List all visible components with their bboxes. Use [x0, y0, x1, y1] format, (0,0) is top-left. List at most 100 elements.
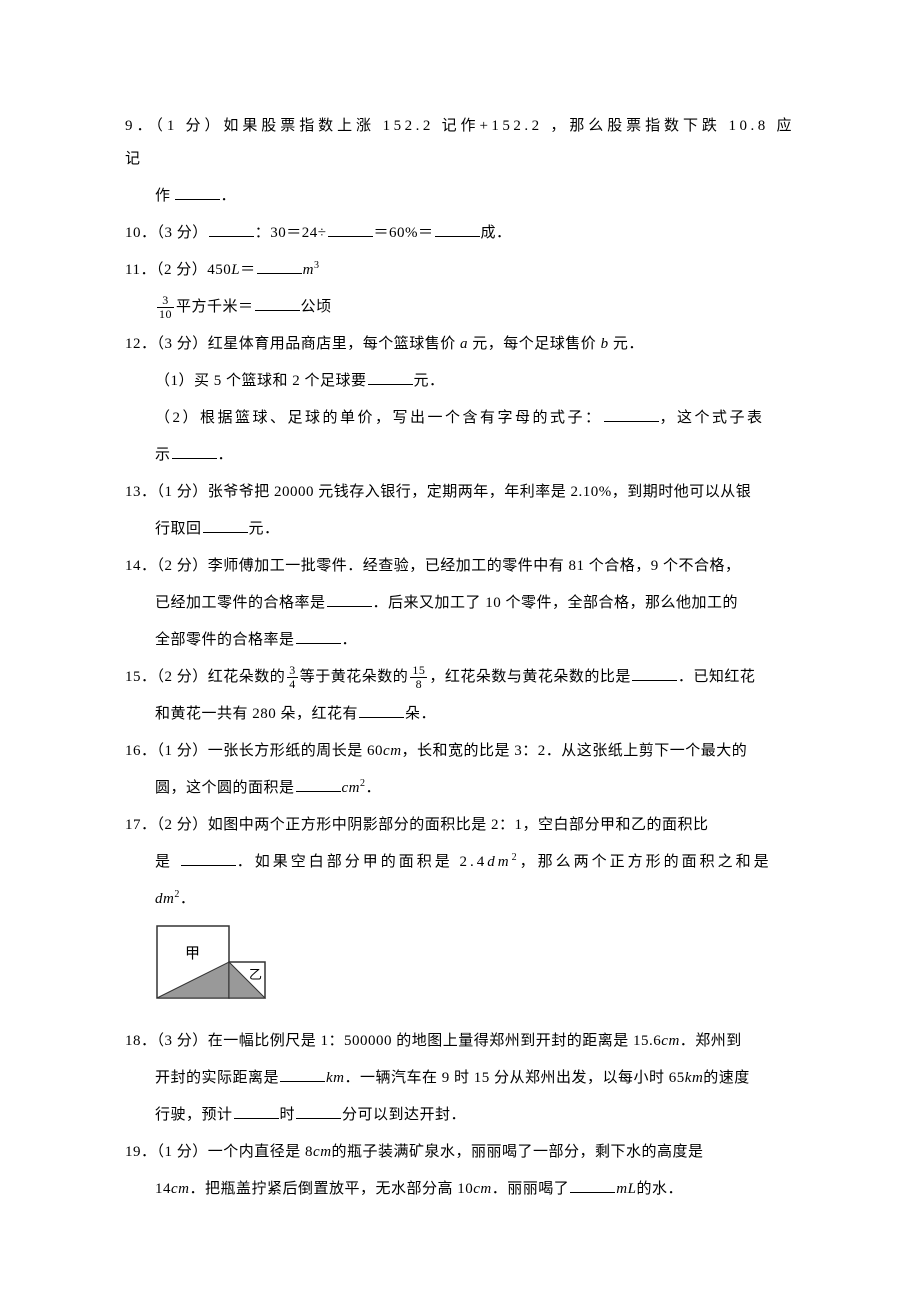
- q11-a: 450: [207, 262, 231, 278]
- unit-cm: cm: [313, 1144, 332, 1160]
- question-13: 13．（1 分）张爷爷把 20000 元钱存入银行，定期两年，年利率是 2.10…: [125, 476, 795, 509]
- blank: [181, 851, 236, 866]
- blank: [359, 703, 404, 718]
- blank: [604, 407, 659, 422]
- q10-num: 10: [125, 225, 141, 241]
- q17-c: ．如果空白部分甲的面积是 2.4: [237, 854, 488, 870]
- question-16-line2: 圆，这个圆的面积是cm2．: [125, 772, 795, 805]
- question-19: 19．（1 分）一个内直径是 8cm的瓶子装满矿泉水，丽丽喝了一部分，剩下水的高…: [125, 1136, 795, 1169]
- blank: [296, 1104, 341, 1119]
- q18-pts: （3 分）: [157, 1033, 208, 1049]
- q10-b: ＝60%＝: [374, 225, 434, 241]
- question-11-line2: 310平方千米＝公顷: [125, 291, 795, 324]
- q10-a: ：30＝24÷: [255, 225, 327, 241]
- blank: [327, 592, 372, 607]
- q16-b: ，长和宽的比是 3：2．从这张纸上剪下一个最大的: [402, 743, 748, 759]
- q18-b: ．郑州到: [680, 1033, 742, 1049]
- q13-num: 13: [125, 484, 141, 500]
- q17-e: ．: [180, 891, 196, 907]
- blank: [280, 1067, 325, 1082]
- blank: [209, 222, 254, 237]
- q19-e: ．丽丽喝了: [492, 1181, 570, 1197]
- q16-pts: （1 分）: [157, 743, 208, 759]
- blank: [203, 518, 248, 533]
- q11-pts: （2 分）: [156, 262, 207, 278]
- fraction: 34: [287, 664, 298, 691]
- q19-d: ．把瓶盖拧紧后倒置放平，无水部分高 10: [190, 1181, 474, 1197]
- question-12-p1: （1）买 5 个篮球和 2 个足球要元．: [125, 365, 795, 398]
- q19-a: 一个内直径是 8: [208, 1144, 313, 1160]
- blank: [328, 222, 373, 237]
- question-9-line2: 作．: [125, 180, 795, 213]
- fraction: 310: [157, 294, 174, 321]
- unit-cm2: cm: [171, 1181, 190, 1197]
- blank: [296, 777, 341, 792]
- q14-e: ．: [342, 632, 358, 648]
- q14-d: 全部零件的合格率是: [155, 632, 295, 648]
- two-squares-diagram: 甲 乙: [155, 924, 275, 1004]
- q16-c: 圆，这个圆的面积是: [155, 780, 295, 796]
- q15-a: 红花朵数的: [208, 669, 286, 685]
- q15-b: 等于黄花朵数的: [300, 669, 409, 685]
- q12-num: 12: [125, 336, 141, 352]
- q12-pts: （3 分）: [157, 336, 208, 352]
- q19-pts: （1 分）: [157, 1144, 208, 1160]
- q13-a: 张爷爷把 20000 元钱存入银行，定期两年，年利率是 2.10%，到期时他可以…: [208, 484, 752, 500]
- unit-ml: mL: [616, 1181, 636, 1197]
- q13-pts: （1 分）: [157, 484, 208, 500]
- q10-pts: （3 分）: [157, 225, 208, 241]
- q15-f: 朵．: [405, 706, 436, 722]
- unit-dm2: dm: [487, 854, 511, 870]
- q12-intro-a: 红星体育用品商店里，每个篮球售价: [208, 336, 460, 352]
- unit-cm2: cm: [342, 780, 361, 796]
- unit-km: km: [326, 1070, 345, 1086]
- q12-p2-c: 示: [155, 447, 171, 463]
- q10-c: 成．: [481, 225, 512, 241]
- blank: [296, 629, 341, 644]
- blank: [257, 259, 302, 274]
- question-14-line3: 全部零件的合格率是 ．: [125, 624, 795, 657]
- question-12-p2b: 示．: [125, 439, 795, 472]
- label-jia: 甲: [185, 946, 200, 962]
- unit-cm: cm: [661, 1033, 680, 1049]
- q11-eq: ＝: [240, 262, 256, 278]
- question-14: 14．（2 分）李师傅加工一批零件．经查验，已经加工的零件中有 81 个合格，9…: [125, 550, 795, 583]
- question-18-line2: 开封的实际距离是km．一辆汽车在 9 时 15 分从郑州出发，以每小时 65km…: [125, 1062, 795, 1095]
- question-15-line2: 和黄花一共有 280 朵，红花有 朵．: [125, 698, 795, 731]
- q18-f: 行驶，预计: [155, 1107, 233, 1123]
- q19-f: 的水．: [636, 1181, 683, 1197]
- question-12-p2: （2）根据篮球、足球的单价，写出一个含有字母的式子：，这个式子表: [125, 402, 795, 435]
- question-15: 15．（2 分）红花朵数的34等于黄花朵数的158，红花朵数与黄花朵数的比是．已…: [125, 661, 795, 694]
- unit-dm2b: dm: [155, 891, 174, 907]
- q15-num: 15: [125, 669, 141, 685]
- squared: 2: [512, 852, 520, 863]
- blank: [368, 370, 413, 385]
- q12-intro-c: 元．: [609, 336, 644, 352]
- question-17-line2: 是 ．如果空白部分甲的面积是 2.4dm2，那么两个正方形的面积之和是: [125, 846, 795, 879]
- q15-c: ，红花朵数与黄花朵数的比是: [429, 669, 631, 685]
- var-a: a: [460, 336, 468, 352]
- q17-pts: （2 分）: [157, 817, 208, 833]
- unit-cm: cm: [383, 743, 402, 759]
- q18-a: 在一幅比例尺是 1：500000 的地图上量得郑州到开封的距离是 15.6: [208, 1033, 662, 1049]
- q17-figure: 甲 乙: [155, 924, 795, 1017]
- question-13-line2: 行取回 元．: [125, 513, 795, 546]
- q13-b: 行取回: [155, 521, 202, 537]
- q16-a: 一张长方形纸的周长是 60: [208, 743, 383, 759]
- q12-p2-d: ．: [218, 447, 234, 463]
- q15-pts: （2 分）: [157, 669, 208, 685]
- q19-b: 的瓶子装满矿泉水，丽丽喝了一部分，剩下水的高度是: [332, 1144, 704, 1160]
- blank: [234, 1104, 279, 1119]
- q13-c: 元．: [249, 521, 280, 537]
- q9-end: ．: [221, 188, 240, 204]
- fraction: 158: [410, 664, 427, 691]
- question-9: 9．（1 分）如果股票指数上涨 152.2 记作+152.2 ，那么股票指数下跌…: [125, 110, 795, 176]
- blank: [255, 296, 300, 311]
- question-16: 16．（1 分）一张长方形纸的周长是 60cm，长和宽的比是 3：2．从这张纸上…: [125, 735, 795, 768]
- q15-e: 和黄花一共有 280 朵，红花有: [155, 706, 358, 722]
- q9-pts: （1 分）: [155, 118, 223, 134]
- q9-num: 9: [125, 118, 136, 134]
- q15-d: ．已知红花: [678, 669, 756, 685]
- q12-p2-b: ，这个式子表: [660, 410, 765, 426]
- q9-text-a: 如果股票指数上涨 152.2 记作+152.2 ，那么股票指数下跌 10.8 应…: [125, 118, 795, 167]
